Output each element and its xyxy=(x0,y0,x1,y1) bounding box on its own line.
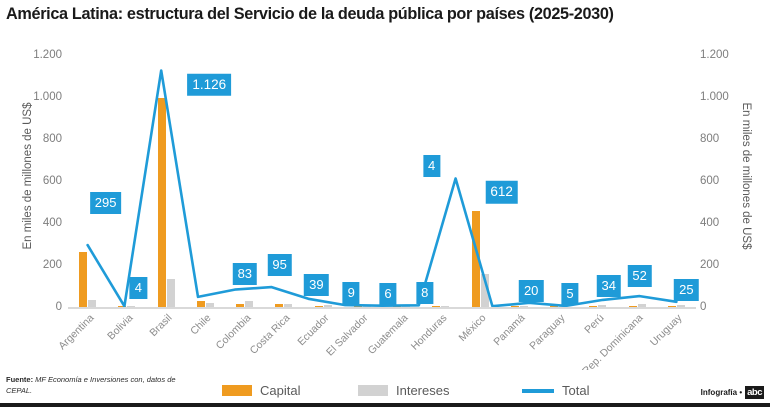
bar-column xyxy=(578,55,617,307)
data-label: 4 xyxy=(422,155,441,178)
bar-capital xyxy=(118,305,127,307)
x-axis-labels: Argentina Bolivia Brasil Chile Colombia Costa… xyxy=(56,312,696,377)
bar-column xyxy=(225,55,264,307)
bar-intereses xyxy=(245,301,254,307)
bar-intereses xyxy=(127,305,136,307)
bar-intereses xyxy=(166,278,175,307)
y-tick-label: 400 xyxy=(700,217,720,229)
y-tick-label: 200 xyxy=(42,259,62,271)
bar-capital xyxy=(667,305,676,307)
bar-capital xyxy=(510,305,519,307)
y-axis-ticks-left: 1.200 1.000 800 600 400 200 0 xyxy=(20,30,62,313)
data-label: 612 xyxy=(485,181,518,204)
y-tick-label: 200 xyxy=(700,259,720,271)
data-label: 52 xyxy=(627,265,652,288)
bar-capital xyxy=(432,305,441,307)
y-tick-label: 600 xyxy=(42,175,62,187)
source-text: MF Economía e Inversiones con, datos de … xyxy=(6,375,176,395)
page-title: América Latina: estructura del Servicio … xyxy=(6,5,614,23)
bar-column xyxy=(264,55,303,307)
data-label: 83 xyxy=(232,262,258,285)
legend-label-total: Total xyxy=(562,383,590,398)
bar-column xyxy=(147,55,186,307)
data-label: 20 xyxy=(518,279,544,302)
y-tick-label: 800 xyxy=(700,133,720,145)
y-tick-label: 600 xyxy=(700,175,720,187)
bar-intereses xyxy=(637,304,646,307)
bar-capital xyxy=(314,305,323,307)
data-label: 4 xyxy=(129,277,148,300)
data-label: 95 xyxy=(267,254,292,277)
y-tick-label: 0 xyxy=(700,301,707,313)
y-tick-label: 400 xyxy=(42,217,62,229)
plot-inner: 295 4 1.126 83 95 39 9 6 8 4 612 20 5 34 52 25 xyxy=(68,55,699,308)
bar-column xyxy=(657,55,696,307)
bar-intereses xyxy=(441,305,450,307)
bar-column xyxy=(421,55,460,307)
bar-intereses xyxy=(284,304,293,307)
bar-column xyxy=(304,55,343,307)
legend-swatch-capital xyxy=(222,385,252,396)
bar-capital xyxy=(589,305,598,307)
bar-intereses xyxy=(88,299,97,307)
bar-column xyxy=(618,55,657,307)
legend-label-intereses: Intereses xyxy=(396,383,450,398)
bar-intereses xyxy=(323,305,332,307)
legend-label-capital: Capital xyxy=(260,383,301,398)
bar-capital xyxy=(471,211,480,307)
data-label: 1.126 xyxy=(187,73,232,96)
y-axis-ticks-right: 1.200 1.000 800 600 400 200 0 xyxy=(700,30,742,313)
y-tick-label: 0 xyxy=(55,301,62,313)
bar-intereses xyxy=(676,305,685,307)
bar-column xyxy=(500,55,539,307)
data-label: 9 xyxy=(342,282,360,305)
bar-capital xyxy=(157,98,166,307)
chart-footer: Fuente: MF Economía e Inversiones con, d… xyxy=(0,370,770,407)
data-label: 8 xyxy=(416,282,434,305)
abc-logo: abc xyxy=(745,386,764,399)
legend-item-total[interactable]: Total xyxy=(522,383,589,398)
bar-column xyxy=(186,55,225,307)
bar-capital xyxy=(236,304,245,307)
legend-swatch-total xyxy=(522,388,554,393)
bar-capital xyxy=(79,252,88,307)
y-tick-label: 800 xyxy=(42,133,62,145)
y-tick-label: 1.200 xyxy=(700,49,729,61)
bar-capital xyxy=(628,305,637,307)
bar-intereses xyxy=(480,274,489,307)
y-tick-label: 1.000 xyxy=(33,91,62,103)
source-label: Fuente: xyxy=(6,375,34,384)
source-note: Fuente: MF Economía e Inversiones con, d… xyxy=(6,375,196,397)
y-tick-label: 1.200 xyxy=(33,49,62,61)
chart-plot-region: En miles de millones de US$ En miles de … xyxy=(0,30,770,377)
data-label: 295 xyxy=(89,192,122,215)
bar-intereses xyxy=(598,304,607,307)
legend-item-capital[interactable]: Capital xyxy=(222,383,300,398)
bar-column xyxy=(107,55,146,307)
data-label: 25 xyxy=(674,278,699,301)
legend-swatch-intereses xyxy=(358,385,388,396)
data-label: 34 xyxy=(596,274,622,297)
data-label: 39 xyxy=(304,273,329,296)
bar-intereses xyxy=(519,305,528,307)
bar-column xyxy=(461,55,500,307)
data-label: 6 xyxy=(379,282,397,305)
legend-item-intereses[interactable]: Intereses xyxy=(358,383,449,398)
total-line-series xyxy=(86,69,678,308)
bar-capital xyxy=(550,305,559,307)
data-label: 5 xyxy=(561,282,579,305)
bar-capital xyxy=(196,300,205,307)
bar-intereses xyxy=(205,303,214,307)
bar-column xyxy=(68,55,107,307)
y-tick-label: 1.000 xyxy=(700,91,729,103)
x-axis-baseline xyxy=(68,307,696,309)
bar-capital xyxy=(275,304,284,307)
brand-credit: Infografía • abc xyxy=(701,386,764,399)
brand-prefix: Infografía • xyxy=(700,388,743,397)
